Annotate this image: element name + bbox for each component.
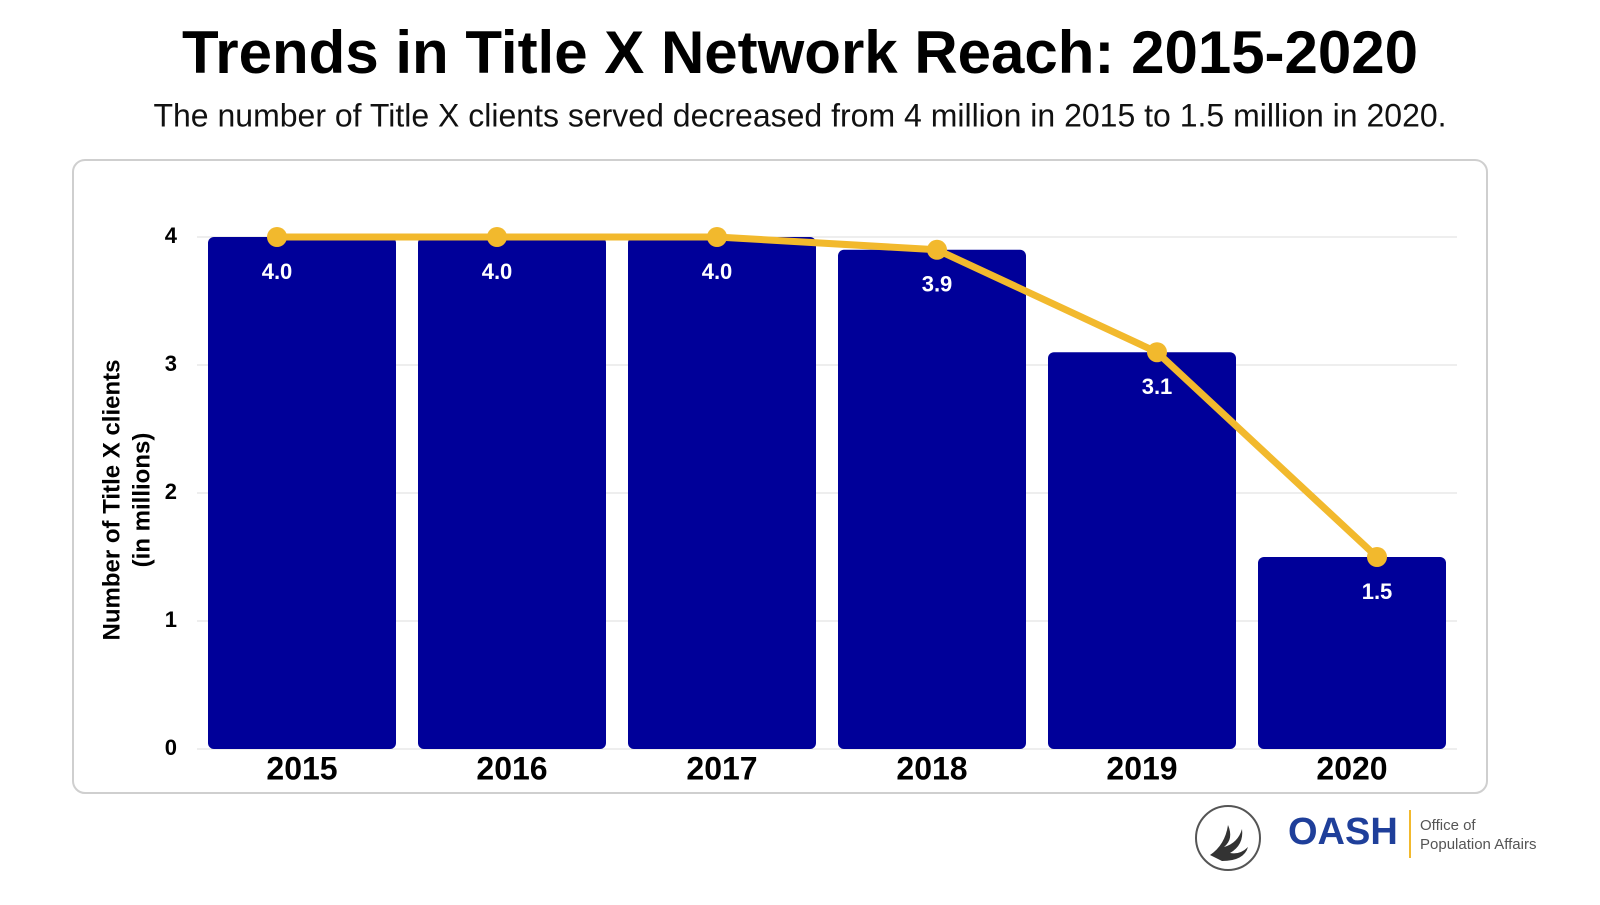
y-tick-label: 0 (165, 735, 177, 760)
trend-point (1147, 342, 1167, 363)
y-tick-label: 4 (165, 223, 178, 248)
data-label: 3.1 (1142, 374, 1173, 399)
chart-subtitle: The number of Title X clients served dec… (153, 97, 1446, 133)
x-tick-label: 2016 (476, 750, 547, 786)
data-label: 4.0 (262, 259, 293, 284)
bar (838, 249, 1026, 750)
bar (418, 237, 606, 749)
trend-point (267, 227, 287, 247)
x-tick-label: 2018 (896, 750, 967, 786)
x-tick-label: 2020 (1316, 750, 1387, 786)
oash-logo: OASH (1288, 811, 1398, 853)
y-tick-label: 2 (165, 479, 177, 504)
trend-point (487, 227, 507, 247)
bar (628, 237, 816, 749)
x-tick-label: 2015 (266, 750, 337, 786)
data-label: 3.9 (922, 272, 953, 297)
hhs-eagle (1210, 825, 1248, 861)
y-tick-label: 1 (165, 607, 177, 632)
data-label: 4.0 (482, 259, 513, 284)
bar (1258, 557, 1446, 749)
chart-title: Trends in Title X Network Reach: 2015-20… (182, 19, 1418, 86)
y-axis-label-line: Number of Title X clients (98, 360, 125, 641)
trend-point (927, 239, 947, 260)
trend-point (1367, 547, 1387, 567)
y-axis-label: Number of Title X clients (in millions) (98, 360, 155, 641)
y-axis-label-line: (in millions) (128, 433, 155, 568)
hhs-seal (1195, 805, 1261, 871)
office-name: Office of (1420, 817, 1476, 834)
data-label: 4.0 (702, 259, 733, 284)
data-label: 1.5 (1362, 579, 1393, 604)
bar (208, 237, 396, 749)
trend-line (277, 233, 1380, 560)
x-tick-label: 2017 (686, 750, 757, 786)
office-name: Population Affairs (1420, 836, 1536, 853)
x-tick-label: 2019 (1106, 750, 1177, 786)
footer-logos: OASH Office of Population Affairs (1195, 805, 1536, 871)
bar (1048, 352, 1236, 749)
trend-point (707, 227, 727, 247)
y-tick-label: 3 (165, 351, 177, 376)
